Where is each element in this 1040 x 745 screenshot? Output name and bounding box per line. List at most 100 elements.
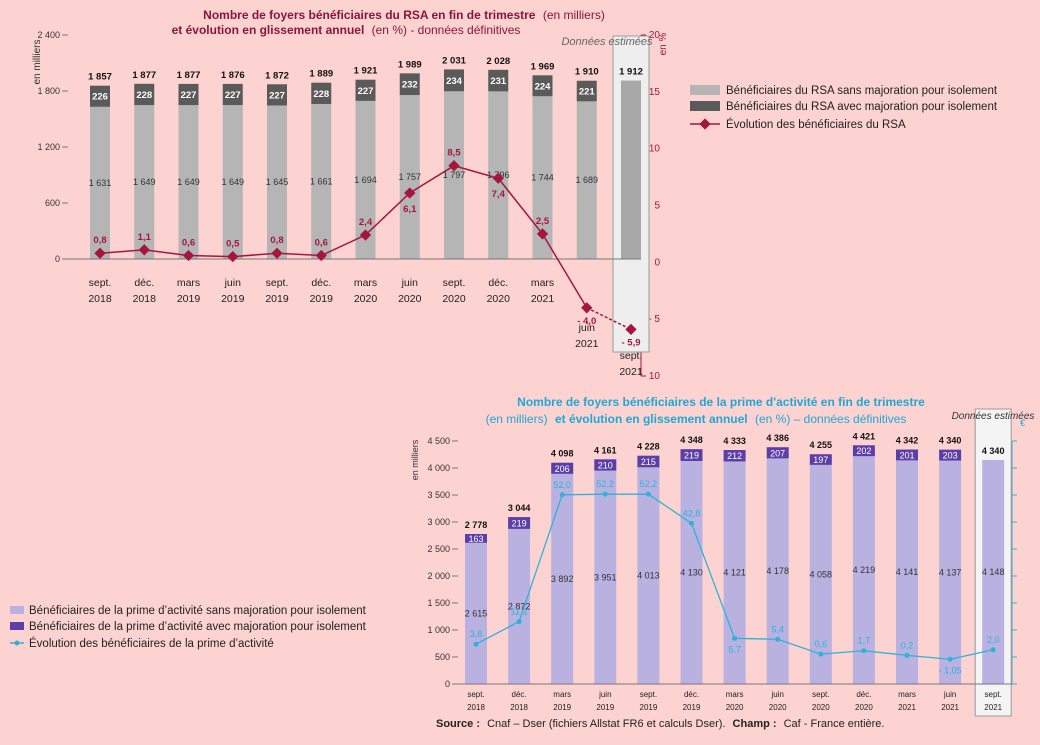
pa-right-axis	[1011, 440, 1017, 685]
pa-bar-main	[551, 473, 574, 684]
pa-line-point	[689, 520, 694, 526]
rsa-line-label: 0,8	[270, 235, 283, 246]
rsa-category-year: 2020	[354, 293, 378, 305]
pa-line-point	[947, 656, 953, 662]
pa-bar-major	[723, 450, 746, 462]
rsa-bar-major-label: 221	[579, 87, 596, 98]
rsa-category-year: 2019	[177, 293, 201, 305]
pa-total-label: 4 161	[594, 445, 617, 455]
pa-category-year: 2021	[898, 703, 916, 712]
pa-total-label: 4 255	[810, 440, 833, 450]
rsa-title-line-1: Nombre de foyers bénéficiaires du RSA en…	[203, 8, 605, 22]
pa-line-label: 0,2	[901, 640, 914, 650]
pa-category-label: juin	[770, 690, 783, 699]
pa-title-light-2: (en milliers)	[486, 412, 548, 426]
pa-category-label: sept.	[640, 690, 657, 699]
pa-legend-major: Bénéficiaires de la prime d’activité ave…	[29, 621, 367, 633]
pa-line-series: 3,8 11,1 52,0 52,2 52,2 42,8 5,7 5,4 0,6 1,7 0,2 - …	[470, 479, 1000, 675]
rsa-line-point	[492, 172, 504, 184]
pa-total-label: 4 333	[723, 436, 746, 446]
rsa-line-point	[359, 229, 372, 241]
pa-line-point	[818, 651, 824, 657]
pa-category-year: 2020	[769, 703, 787, 712]
pa-bar-main-label: 4 178	[766, 566, 789, 576]
rsa-title-bold-1: Nombre de foyers bénéficiaires du RSA en…	[203, 8, 536, 22]
rsa-right-tick-label: 0	[654, 257, 660, 268]
pa-line-point	[559, 492, 565, 498]
pa-left-tick-label: 2 000	[427, 571, 450, 581]
rsa-total-label: 1 921	[354, 66, 378, 77]
rsa-estimated-label: Données estimées	[561, 36, 653, 48]
rsa-legend-evolution: Évolution des bénéficiaires du RSA	[726, 118, 906, 131]
rsa-bar-main-label: 1 631	[89, 178, 112, 188]
rsa-right-axis-unit: en %	[658, 32, 669, 55]
rsa-category-year: 2019	[310, 293, 334, 305]
pa-category-label: sept.	[467, 690, 484, 699]
pa-total-label: 4 340	[982, 446, 1005, 456]
rsa-bar-major-label: 227	[225, 90, 241, 101]
rsa-category-label: sept.	[443, 277, 466, 289]
pa-line-label: 3,8	[470, 629, 483, 639]
pa-category-year: 2018	[510, 703, 528, 712]
rsa-line-label: 1,1	[138, 232, 152, 243]
pa-category-year: 2020	[726, 703, 744, 712]
rsa-bar-major	[178, 83, 199, 106]
pa-bar-major	[594, 459, 617, 471]
rsa-line-point	[271, 247, 283, 259]
pa-title-bold-2: et évolution en glissement annuel	[555, 412, 748, 426]
rsa-line-point	[448, 160, 460, 172]
rsa-category-year: 2021	[531, 293, 555, 305]
rsa-bar-main-label: 1 757	[398, 172, 421, 182]
pa-title-light-3: (en %) – données définitives	[755, 412, 906, 426]
rsa-category-year: 2020	[398, 293, 422, 305]
pa-legend-evolution: Évolution des bénéficiaires de la prime …	[29, 637, 274, 650]
pa-category-label: déc.	[684, 690, 699, 699]
rsa-legend-swatch-major	[690, 101, 720, 111]
rsa-right-tick-label: - 10	[643, 371, 661, 382]
pa-line-label: 52,2	[640, 479, 658, 489]
pa-left-tick-label: 4 500	[427, 436, 450, 446]
champ-text: Caf - France entière.	[784, 718, 885, 730]
rsa-category-label: sept.	[89, 277, 112, 289]
rsa-bar-major-label: 227	[358, 86, 374, 97]
rsa-line-label: - 5,9	[621, 337, 640, 348]
pa-total-label: 2 778	[465, 520, 488, 530]
pa-bar-major	[766, 447, 789, 459]
rsa-right-tick-label: 5	[654, 201, 660, 212]
pa-bar-main-label: 4 219	[853, 565, 876, 575]
pa-line-point	[904, 652, 910, 658]
rsa-title-light-1: (en milliers)	[543, 8, 605, 22]
rsa-line-point	[138, 244, 150, 256]
rsa-category-label: déc.	[134, 277, 154, 289]
rsa-bar-major	[532, 75, 553, 97]
rsa-legend-marker	[699, 118, 711, 130]
pa-category-year: 2019	[553, 703, 571, 712]
pa-bar-major-label: 212	[727, 451, 742, 461]
pa-line-label: 5,7	[728, 644, 741, 654]
pa-line-point	[732, 635, 738, 641]
rsa-bar-major-label: 228	[313, 89, 329, 100]
pa-left-axis: 0 500 1 000 1 500 2 000 2 500 3 000 3 500 4 000 4…	[427, 436, 458, 689]
pa-line-point	[990, 647, 996, 653]
rsa-bar-major	[267, 84, 287, 106]
rsa-bar-major	[488, 69, 509, 92]
pa-total-label: 4 098	[551, 449, 574, 459]
rsa-category-label: juin	[401, 277, 419, 289]
pa-category-label: mars	[898, 690, 916, 699]
rsa-line-path-estimated	[586, 307, 632, 331]
pa-total-label: 4 421	[853, 431, 876, 441]
pa-bar-main	[896, 460, 918, 684]
rsa-bar-main	[444, 91, 464, 259]
champ-label: Champ :	[733, 718, 777, 730]
pa-left-tick-label: 1 500	[427, 598, 450, 608]
pa-bar-main-label: 2 615	[465, 608, 488, 618]
pa-bar-main-label: 4 058	[810, 569, 833, 579]
pa-category-label: juin	[943, 690, 956, 699]
pa-bar-main	[594, 470, 617, 684]
rsa-category-label: juin	[578, 322, 596, 334]
rsa-bar-main	[90, 106, 110, 259]
rsa-bar-main	[532, 96, 553, 259]
rsa-category-label: déc.	[488, 277, 508, 289]
pa-left-tick-label: 1 000	[427, 625, 450, 635]
rsa-bar-main-label: 1 649	[133, 177, 156, 187]
